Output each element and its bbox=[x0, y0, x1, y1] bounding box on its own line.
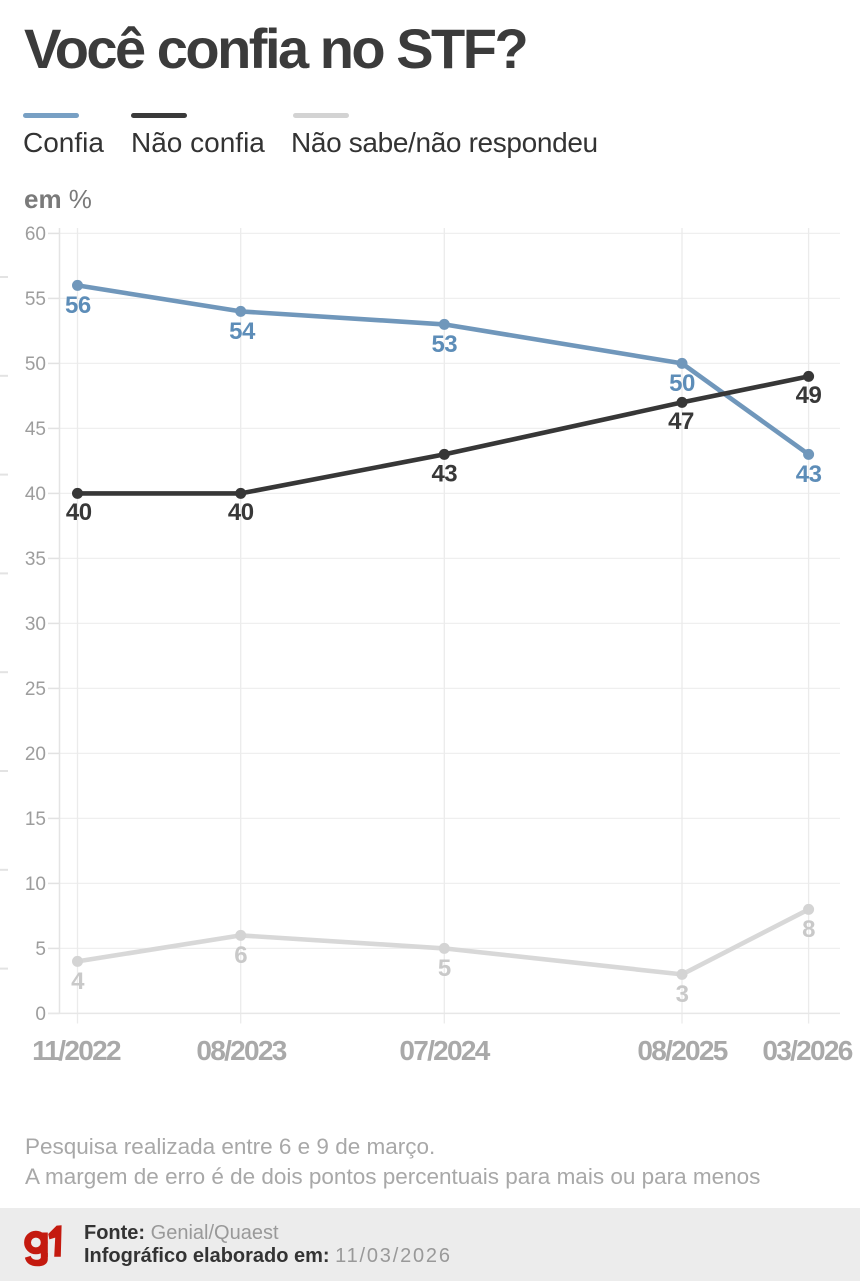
svg-text:0: 0 bbox=[35, 1004, 46, 1025]
svg-text:03/2026: 03/2026 bbox=[762, 1035, 852, 1066]
svg-text:20: 20 bbox=[25, 744, 46, 765]
svg-text:4: 4 bbox=[71, 968, 85, 995]
svg-text:8: 8 bbox=[802, 916, 815, 943]
svg-text:11/2022: 11/2022 bbox=[32, 1035, 121, 1066]
svg-text:43: 43 bbox=[796, 461, 822, 488]
svg-text:54: 54 bbox=[229, 318, 256, 345]
svg-text:40: 40 bbox=[66, 499, 92, 526]
svg-text:25: 25 bbox=[25, 679, 46, 700]
svg-text:5: 5 bbox=[35, 939, 46, 960]
svg-text:50: 50 bbox=[669, 370, 695, 397]
svg-text:08/2025: 08/2025 bbox=[637, 1035, 727, 1066]
svg-text:45: 45 bbox=[25, 419, 46, 440]
svg-text:56: 56 bbox=[65, 292, 91, 319]
svg-text:55: 55 bbox=[25, 289, 46, 310]
svg-text:40: 40 bbox=[228, 499, 254, 526]
svg-text:49: 49 bbox=[796, 382, 822, 409]
svg-text:50: 50 bbox=[25, 354, 46, 375]
svg-text:35: 35 bbox=[25, 549, 46, 570]
svg-text:53: 53 bbox=[431, 331, 457, 358]
svg-text:40: 40 bbox=[25, 484, 46, 505]
svg-text:3: 3 bbox=[676, 981, 689, 1008]
svg-text:5: 5 bbox=[438, 955, 451, 982]
svg-text:07/2024: 07/2024 bbox=[399, 1035, 490, 1066]
svg-text:08/2023: 08/2023 bbox=[196, 1035, 286, 1066]
svg-text:43: 43 bbox=[431, 460, 457, 487]
svg-text:47: 47 bbox=[668, 408, 694, 435]
svg-text:15: 15 bbox=[25, 809, 46, 830]
svg-text:60: 60 bbox=[25, 224, 46, 245]
svg-text:30: 30 bbox=[25, 614, 46, 635]
svg-text:6: 6 bbox=[234, 942, 247, 969]
svg-text:10: 10 bbox=[25, 874, 46, 895]
